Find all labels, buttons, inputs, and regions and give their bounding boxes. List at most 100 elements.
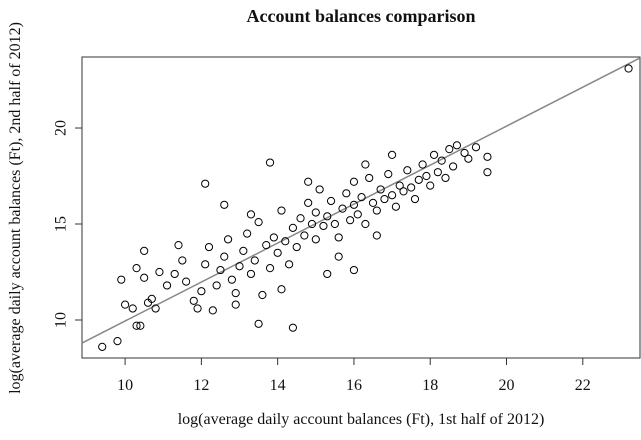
point (281, 237, 290, 246)
point (243, 229, 252, 238)
point (292, 242, 301, 252)
point (380, 194, 389, 204)
point (246, 210, 256, 219)
point (372, 231, 381, 240)
point (349, 200, 359, 209)
point (372, 206, 381, 215)
point (346, 216, 355, 225)
point (445, 145, 454, 154)
point (254, 217, 263, 227)
point (338, 204, 347, 213)
x-tick-label: 16 (346, 377, 362, 394)
point (391, 202, 400, 211)
point (304, 198, 313, 207)
point (140, 246, 149, 255)
point (361, 160, 370, 169)
point (193, 304, 202, 313)
point (304, 177, 313, 186)
point (422, 171, 431, 181)
point (254, 319, 263, 328)
point (376, 185, 385, 194)
point (162, 281, 172, 290)
x-tick-label: 18 (422, 377, 438, 394)
point (140, 273, 149, 282)
point (426, 181, 435, 190)
point (189, 296, 198, 305)
point (265, 158, 275, 167)
point (349, 177, 359, 186)
point (285, 260, 294, 269)
point (277, 285, 286, 294)
point (227, 275, 236, 284)
point (223, 235, 233, 244)
point (311, 235, 320, 244)
point (349, 265, 359, 275)
x-tick-label: 10 (117, 377, 133, 394)
point (201, 179, 210, 188)
x-tick-label: 20 (499, 377, 515, 394)
point (357, 193, 366, 202)
point (296, 214, 305, 223)
x-tick-label: 12 (193, 377, 209, 394)
point (361, 219, 370, 229)
point (460, 148, 469, 158)
plot-frame (81, 56, 641, 359)
point (437, 156, 446, 165)
point (128, 304, 137, 313)
point (464, 154, 473, 163)
point (368, 198, 378, 207)
point (250, 256, 259, 265)
point (410, 194, 420, 204)
point (441, 173, 450, 183)
point (220, 200, 229, 209)
point (387, 191, 397, 200)
y-tick-label: 15 (53, 216, 70, 232)
point (212, 281, 221, 290)
point (269, 233, 278, 242)
point (246, 269, 256, 279)
point (147, 294, 156, 303)
point (239, 246, 248, 255)
point (353, 210, 362, 219)
point (113, 337, 122, 346)
point (319, 221, 328, 231)
point (315, 185, 324, 194)
point (98, 342, 107, 351)
point (330, 219, 339, 229)
point (136, 321, 145, 330)
point (323, 212, 332, 221)
point (151, 304, 160, 313)
point (452, 141, 462, 150)
point (178, 256, 187, 265)
point (174, 241, 183, 250)
point (208, 306, 217, 315)
point (429, 150, 439, 160)
point (334, 252, 343, 261)
point (273, 248, 282, 257)
point (170, 269, 179, 279)
point (288, 223, 298, 232)
point (323, 269, 332, 279)
point (132, 264, 141, 273)
point (334, 233, 343, 242)
point (342, 189, 351, 198)
point (220, 252, 229, 261)
point (300, 231, 309, 240)
point (265, 264, 275, 273)
point (204, 242, 214, 252)
point (407, 183, 416, 192)
point (449, 162, 458, 171)
point (384, 169, 393, 179)
point (231, 300, 240, 309)
point (483, 152, 492, 161)
point (258, 290, 267, 300)
point (262, 241, 271, 250)
point (288, 323, 298, 332)
point (132, 321, 141, 330)
x-tick-label: 14 (270, 377, 286, 394)
point (311, 208, 320, 217)
y-tick-label: 20 (53, 120, 70, 136)
y-tick-label: 10 (53, 312, 70, 328)
point (395, 181, 404, 190)
